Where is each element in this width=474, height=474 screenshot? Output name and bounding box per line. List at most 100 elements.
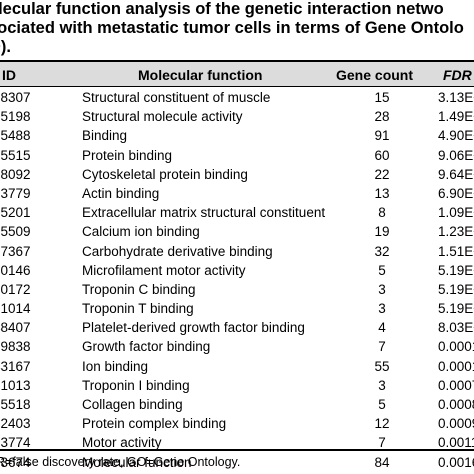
header-id: ID xyxy=(2,67,16,83)
table-row: 0030172 Troponin C binding 3 5.19E− xyxy=(0,281,474,300)
fdr-cell: 0.0009 xyxy=(438,416,474,432)
caption-line: olecular function analysis of the geneti… xyxy=(0,0,444,18)
gene-count-cell: 32 xyxy=(374,243,390,259)
table-row: 0005488 Binding 91 4.90E− xyxy=(0,127,474,146)
molecular-function-cell: Calcium ion binding xyxy=(82,224,200,240)
go-id-cell: 0048407 xyxy=(0,320,31,336)
table-row: 0005201 Extracellular matrix structural c… xyxy=(0,204,474,223)
go-id-cell: 0003674 xyxy=(0,454,31,470)
header-fdr: FDR xyxy=(443,67,472,83)
go-id-cell: 0043167 xyxy=(0,358,31,374)
fdr-cell: 1.49E− xyxy=(438,109,474,125)
go-id-cell: 0005515 xyxy=(0,147,31,163)
fdr-cell: 8.03E− xyxy=(438,320,474,336)
gene-count-cell: 13 xyxy=(374,185,390,201)
caption-line: O). xyxy=(0,38,11,56)
table-footnote: R=false discovery rate, GO=Gene Ontology… xyxy=(0,455,241,469)
table-row: 0003674 Molecular function 84 0.0016 xyxy=(0,454,474,473)
go-id-cell: 0000146 xyxy=(0,262,31,278)
molecular-function-cell: Structural molecule activity xyxy=(82,109,243,125)
table-caption: olecular function analysis of the geneti… xyxy=(0,0,474,57)
fdr-cell: 3.13E− xyxy=(438,90,474,105)
molecular-function-cell: Molecular function xyxy=(82,454,192,470)
gene-count-cell: 91 xyxy=(374,128,390,144)
fdr-cell: 1.23E− xyxy=(438,224,474,240)
go-id-cell: 0019838 xyxy=(0,339,31,355)
molecular-function-cell: Growth factor binding xyxy=(82,339,211,355)
fdr-cell: 0.0007 xyxy=(438,377,474,393)
fdr-cell: 9.06E− xyxy=(438,147,474,163)
molecular-function-cell: Actin binding xyxy=(82,185,160,201)
go-id-cell: 0003779 xyxy=(0,185,31,201)
molecular-function-cell: Collagen binding xyxy=(82,397,183,412)
gene-count-cell: 15 xyxy=(374,90,390,105)
table-body: 0008307 Structural constituent of muscle 1… xyxy=(0,89,474,473)
gene-count-cell: 84 xyxy=(374,454,390,470)
table-row: 0097367 Carbohydrate derivative binding 32… xyxy=(0,243,474,262)
table-bottom-rule xyxy=(0,449,474,451)
gene-count-cell: 4 xyxy=(378,320,386,336)
molecular-function-cell: Protein binding xyxy=(82,147,173,163)
table-row: 0005198 Structural molecule activity 28 1.4… xyxy=(0,108,474,127)
molecular-function-cell: Troponin T binding xyxy=(82,301,194,317)
molecular-function-cell: Platelet-derived growth factor binding xyxy=(82,320,305,336)
molecular-function-cell: Protein complex binding xyxy=(82,416,227,432)
caption-line: sociated with metastatic tumor cells in … xyxy=(0,19,464,37)
go-id-cell: 0097367 xyxy=(0,243,31,259)
molecular-function-cell: Troponin I binding xyxy=(82,377,190,393)
table-row: 0031013 Troponin I binding 3 0.0007 xyxy=(0,377,474,396)
go-id-cell: 0031013 xyxy=(0,377,31,393)
go-id-cell: 0008092 xyxy=(0,166,31,182)
fdr-cell: 5.19E− xyxy=(438,262,474,278)
gene-count-cell: 22 xyxy=(374,166,390,182)
table-row: 0008092 Cytoskeletal protein binding 22 9.6… xyxy=(0,166,474,185)
fdr-cell: 0.0011 xyxy=(438,435,474,451)
gene-count-cell: 3 xyxy=(378,281,386,297)
gene-count-cell: 7 xyxy=(378,339,386,355)
molecular-function-cell: Troponin C binding xyxy=(82,281,196,297)
gene-count-cell: 60 xyxy=(374,147,390,163)
fdr-cell: 1.51E− xyxy=(438,243,474,259)
table-row: 0048407 Platelet-derived growth factor bi… xyxy=(0,319,474,338)
gene-count-cell: 55 xyxy=(374,358,390,374)
fdr-cell: 1.09E− xyxy=(438,205,474,221)
fdr-cell: 6.90E− xyxy=(438,185,474,201)
header-molecular-function: Molecular function xyxy=(138,67,263,83)
gene-count-cell: 3 xyxy=(378,377,386,393)
table-row: 0008307 Structural constituent of muscle 1… xyxy=(0,89,474,108)
gene-count-cell: 19 xyxy=(374,224,390,240)
fdr-cell: 9.64E− xyxy=(438,166,474,182)
go-id-cell: 0005198 xyxy=(0,109,31,125)
header-gene-count: Gene count xyxy=(336,67,414,83)
fdr-cell: 0.0008 xyxy=(438,397,474,412)
gene-count-cell: 7 xyxy=(378,435,386,451)
fdr-cell: 5.19E− xyxy=(438,281,474,297)
go-id-cell: 0005509 xyxy=(0,224,31,240)
fdr-cell: 5.19E− xyxy=(438,301,474,317)
molecular-function-cell: Structural constituent of muscle xyxy=(82,90,271,105)
gene-count-cell: 28 xyxy=(374,109,390,125)
molecular-function-cell: Motor activity xyxy=(82,435,162,451)
molecular-function-cell: Binding xyxy=(82,128,128,144)
fdr-cell: 0.0016 xyxy=(438,454,474,470)
molecular-function-cell: Carbohydrate derivative binding xyxy=(82,243,273,259)
gene-count-cell: 5 xyxy=(378,262,386,278)
go-id-cell: 0008307 xyxy=(0,90,31,105)
go-id-cell: 0005488 xyxy=(0,128,31,144)
table-row: 0005509 Calcium ion binding 19 1.23E− xyxy=(0,223,474,242)
go-id-cell: 0032403 xyxy=(0,416,31,432)
gene-count-cell: 5 xyxy=(378,397,386,412)
table-row: 0005515 Protein binding 60 9.06E− xyxy=(0,147,474,166)
table-row: 0032403 Protein complex binding 12 0.0009 xyxy=(0,415,474,434)
fdr-cell: 4.90E− xyxy=(438,128,474,144)
table-row: 0000146 Microfilament motor activity 5 5.19… xyxy=(0,262,474,281)
gene-count-cell: 8 xyxy=(378,205,386,221)
